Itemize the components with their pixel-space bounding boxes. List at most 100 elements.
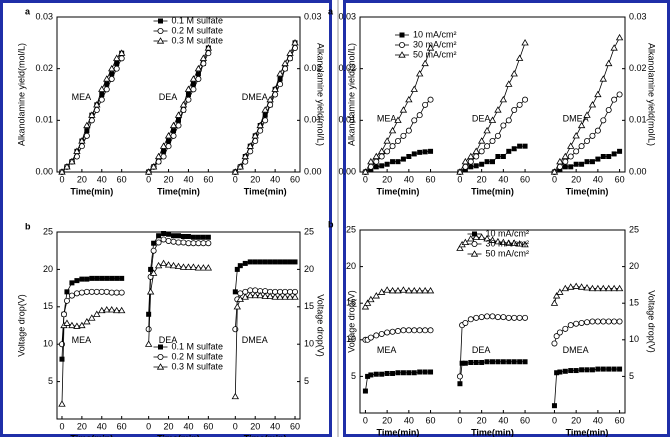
legend-label: 10 mA/cm² [486,228,530,238]
marker [583,284,591,291]
marker [615,284,624,292]
series-line [234,295,296,397]
marker [117,49,126,56]
marker [472,233,480,240]
marker [594,90,602,98]
marker [511,107,518,114]
y2-axis-label: Voltage drop(V) [647,290,657,353]
marker [483,234,491,242]
x-tick-label: 60 [615,415,625,425]
y2-tick-label: 15 [629,298,639,308]
marker [83,317,91,325]
marker [472,147,480,154]
marker [63,297,70,304]
marker [494,132,501,139]
marker [104,275,110,281]
marker [479,161,485,167]
marker [199,264,208,271]
marker [521,39,529,46]
series-line [459,361,526,384]
y-tick-label: 25 [346,224,356,234]
marker [160,153,167,160]
marker [276,293,284,300]
marker [400,156,406,162]
marker [551,403,557,409]
marker [146,311,152,317]
marker [384,161,390,167]
y-tick-label: 5 [48,376,53,386]
marker [154,152,163,160]
x-axis-label: Time(min) [566,427,609,437]
marker [119,275,125,281]
marker [505,314,512,321]
marker [272,259,278,265]
marker [456,168,464,175]
marker [373,164,379,170]
marker [363,299,372,306]
legend-marker [398,51,406,58]
marker [583,111,591,118]
marker [109,275,115,281]
marker [246,291,254,299]
subplot-label: MEA [377,114,397,124]
marker [180,239,187,246]
marker [373,332,380,339]
marker [467,234,475,242]
marker [389,143,396,150]
marker [368,372,374,378]
marker [286,293,294,300]
marker [406,154,412,159]
legend-label: 0.3 M sulfate [172,361,224,371]
marker [405,95,413,103]
x-tick-label: 0 [363,415,368,425]
marker [428,369,434,375]
marker [176,233,181,239]
marker [500,359,506,365]
marker [98,85,106,92]
y-axis-label: Alkanolamine yield(mol/L) [16,43,26,146]
marker [617,366,623,372]
marker [411,151,417,157]
marker [556,288,564,295]
marker [200,240,207,247]
marker [427,96,434,103]
marker [490,359,495,365]
marker [171,233,177,239]
marker [395,370,401,376]
marker [511,359,517,365]
subplot-label: DMEA [242,92,268,102]
marker [573,320,580,327]
marker [161,148,167,154]
x-tick-label: 60 [290,421,300,431]
marker [494,237,502,245]
marker [506,148,512,154]
y-tick-label: 0.00 [35,166,53,176]
subplot-label: MEA [72,335,92,345]
marker [579,161,585,167]
marker [113,306,121,314]
marker [384,148,391,155]
marker [78,321,86,329]
marker [113,289,120,296]
subplot-label: MEA [72,92,92,102]
marker [271,85,279,92]
legend-label: 0.2 M sulfate [172,25,224,35]
marker [562,158,569,165]
marker [194,264,203,271]
marker [388,126,397,134]
marker [595,366,601,372]
y2-tick-label: 0.03 [304,11,322,21]
x-tick-label: 0 [233,421,238,431]
marker [180,233,186,239]
marker [517,143,523,149]
x-tick-label: 60 [426,415,436,425]
marker [154,261,163,269]
marker [150,247,157,254]
x-tick-label: 40 [97,174,107,184]
legend-label: 0.1 M sulfate [172,341,224,351]
marker [383,286,391,293]
y2-tick-label: 0.01 [304,115,322,125]
x-tick-label: 20 [250,421,260,431]
marker [522,143,528,149]
marker [483,126,491,134]
